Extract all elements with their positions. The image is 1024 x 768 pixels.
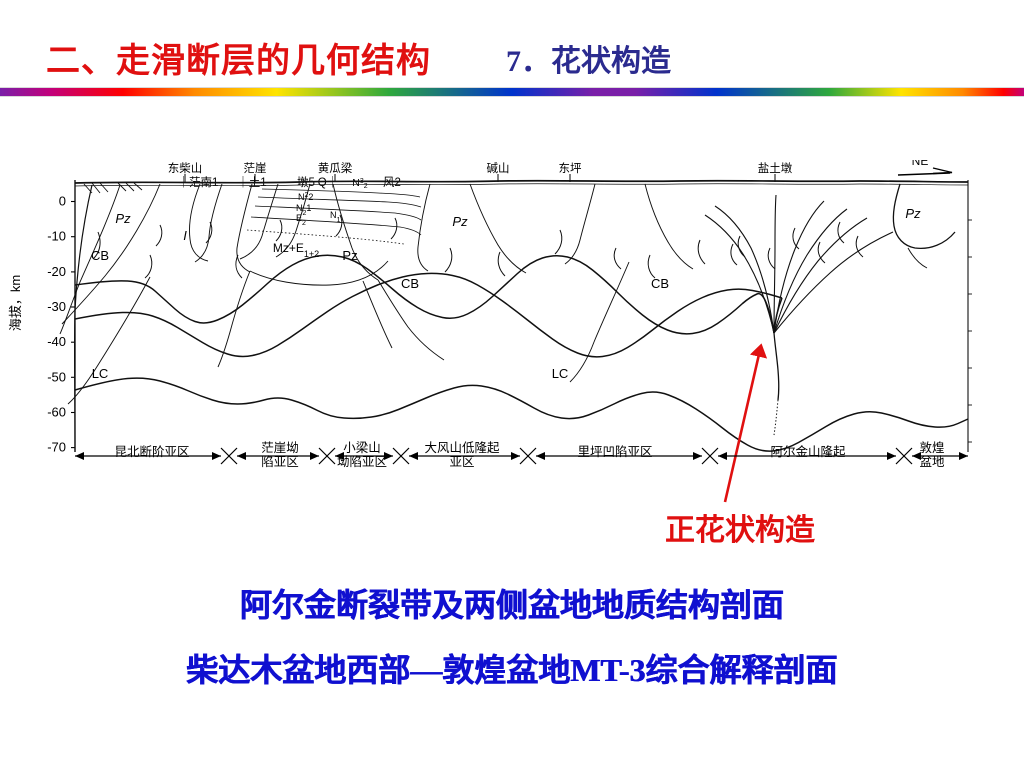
svg-text:亚区: 亚区 [449, 455, 474, 469]
svg-text:大风山低隆起: 大风山低隆起 [424, 440, 500, 455]
svg-text:阿尔金山隆起: 阿尔金山隆起 [770, 444, 846, 459]
svg-text:盆地: 盆地 [919, 455, 945, 469]
svg-text:里坪凹陷亚区: 里坪凹陷亚区 [577, 444, 652, 459]
svg-text:小梁山: 小梁山 [343, 440, 381, 455]
svg-text:茫崖坳: 茫崖坳 [261, 441, 299, 455]
svg-text:正花状构造: 正花状构造 [665, 514, 815, 547]
svg-text:敦煌: 敦煌 [919, 440, 944, 455]
svg-text:昆北断阶亚区: 昆北断阶亚区 [114, 444, 189, 459]
